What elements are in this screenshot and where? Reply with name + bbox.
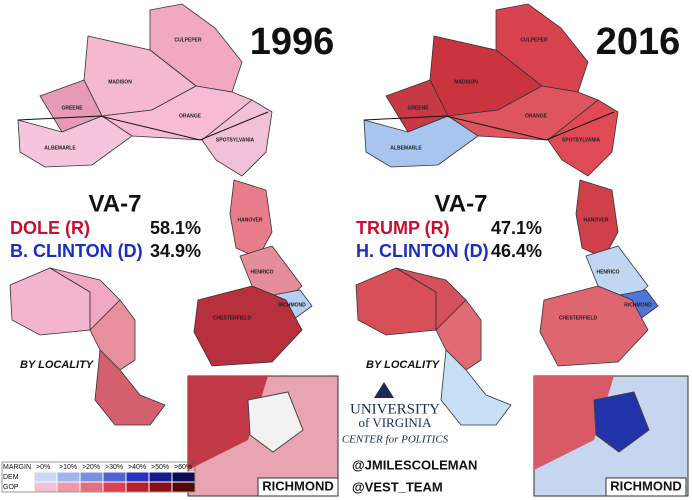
inset-label: RICHMOND — [262, 478, 334, 493]
county-label: HANOVER — [237, 217, 262, 223]
district-name: VA-7 — [435, 190, 488, 217]
legend-swatch — [148, 481, 173, 493]
legend-swatch — [125, 481, 150, 493]
legend-swatch — [148, 471, 173, 483]
county-label: GREENE — [61, 105, 83, 111]
legend-swatch — [125, 471, 150, 483]
county-label: CHESTERFIELD — [559, 315, 598, 321]
legend-level: >20% — [82, 464, 100, 471]
region-divider — [17, 111, 269, 141]
county-label: CULPEPER — [174, 37, 202, 43]
district-map: CULPEPER MADISON GREENE ORANGE ALBEMARLE SPOT… — [355, 3, 659, 426]
credit: @JMILESCOLEMAN — [352, 457, 477, 472]
legend-level: >50% — [151, 464, 169, 471]
county-shape — [201, 99, 273, 177]
legend-swatch — [33, 471, 58, 483]
candidate-share: 34.9% — [150, 241, 201, 261]
candidate-share: 58.1% — [150, 218, 201, 238]
candidate-name: TRUMP (R) — [356, 218, 450, 238]
county-label: ALBEMARLE — [44, 145, 76, 151]
legend-level: >60% — [174, 464, 192, 471]
county-shape — [363, 115, 479, 168]
county-label: RICHMOND — [624, 302, 652, 308]
county-label: HANOVER — [583, 217, 608, 223]
legend-level: >0% — [36, 464, 50, 471]
logo-rotunda — [374, 382, 394, 398]
county-shape — [547, 99, 619, 177]
legend-swatch — [56, 471, 81, 483]
legend-swatch — [102, 481, 127, 493]
district-name: VA-7 — [89, 190, 142, 217]
legend-frame — [1, 461, 196, 493]
county-shape — [193, 285, 303, 367]
county-label: ORANGE — [179, 113, 202, 119]
county-shape — [539, 285, 649, 367]
legend-swatch — [102, 471, 127, 483]
candidate-name: H. CLINTON (D) — [356, 241, 489, 261]
county-label: MADISON — [108, 79, 132, 85]
map-year: 2016 — [596, 21, 681, 63]
legend-level: >40% — [128, 464, 146, 471]
legend-level: >30% — [105, 464, 123, 471]
legend-swatch — [33, 481, 58, 493]
legend-swatch — [171, 481, 196, 493]
locality-shape — [440, 349, 512, 426]
county-shape — [17, 115, 133, 168]
logo-line3: CENTER for POLITICS — [342, 434, 449, 446]
county-label: RICHMOND — [278, 302, 306, 308]
map-subtitle: BY LOCALITY — [366, 359, 441, 371]
county-label: HENRICO — [250, 269, 273, 275]
inset-city — [593, 391, 650, 453]
district-map: CULPEPER MADISON GREENE ORANGE ALBEMARLE SPOT… — [9, 3, 313, 426]
legend-row: GOP — [3, 484, 19, 491]
county-shape — [100, 85, 253, 141]
county-label: HENRICO — [596, 269, 619, 275]
credit: @VEST_TEAM — [352, 479, 443, 494]
legend-swatch — [79, 481, 104, 493]
legend-level: >10% — [59, 464, 77, 471]
candidate-name: DOLE (R) — [10, 218, 90, 238]
legend-row: DEM — [3, 474, 19, 481]
county-label: ORANGE — [525, 113, 548, 119]
region-divider — [363, 111, 615, 141]
candidate-name: B. CLINTON (D) — [10, 241, 143, 261]
county-label: SPOTSYLVANIA — [216, 137, 255, 143]
logo-line2: of VIRGINIA — [358, 415, 432, 430]
county-label: ALBEMARLE — [390, 145, 422, 151]
legend-swatch — [79, 471, 104, 483]
locality-shape — [94, 349, 166, 426]
county-label: SPOTSYLVANIA — [562, 137, 601, 143]
candidate-share: 46.4% — [491, 241, 542, 261]
inset-label-box — [605, 477, 687, 497]
legend-swatch — [171, 471, 196, 483]
inset-label: RICHMOND — [610, 478, 682, 493]
legend-title: MARGIN — [3, 464, 31, 471]
county-label: MADISON — [454, 79, 478, 85]
inset-city — [247, 391, 304, 453]
map-subtitle: BY LOCALITY — [20, 359, 95, 371]
inset-label-box — [257, 477, 339, 497]
county-label: CHESTERFIELD — [213, 315, 252, 321]
county-shape — [446, 85, 599, 141]
map-year: 1996 — [250, 21, 335, 63]
candidate-share: 47.1% — [491, 218, 542, 238]
county-label: CULPEPER — [520, 37, 548, 43]
county-label: GREENE — [407, 105, 429, 111]
logo-line1: UNIVERSITY — [350, 401, 440, 417]
legend-swatch — [56, 481, 81, 493]
